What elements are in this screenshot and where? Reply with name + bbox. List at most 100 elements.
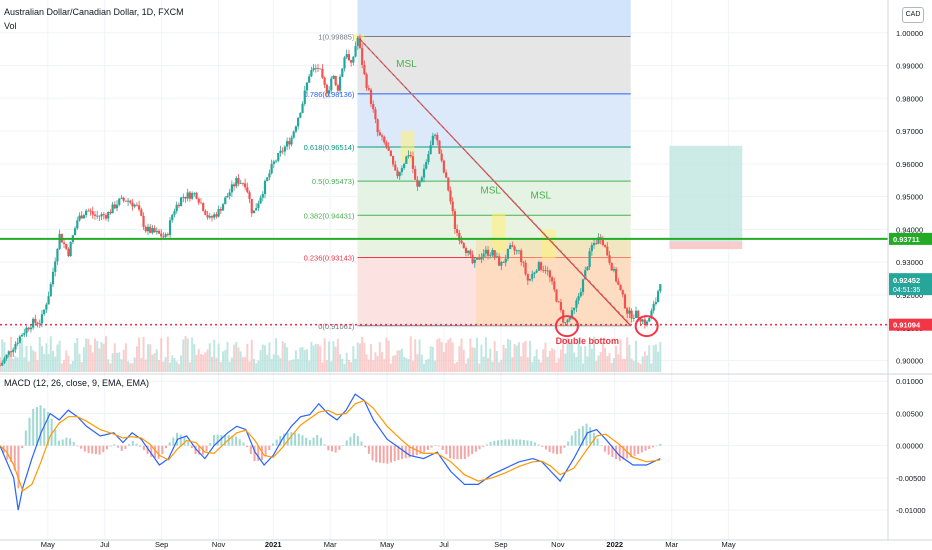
candle-body: [32, 318, 35, 328]
candle-body: [548, 270, 551, 278]
volume-bar: [188, 362, 191, 372]
macd-histogram-bar: [334, 445, 337, 453]
currency-button[interactable]: CAD: [902, 7, 924, 23]
candle-body: [325, 84, 328, 94]
candle-body: [206, 214, 209, 218]
volume-bar: [476, 337, 479, 372]
volume-bar: [76, 337, 79, 372]
volume-bar: [74, 342, 77, 372]
macd-histogram-bar: [463, 445, 466, 460]
macd-histogram-bar: [39, 405, 42, 446]
candle-body: [96, 215, 99, 217]
candle-body: [491, 250, 494, 256]
macd-histogram-bar: [54, 429, 57, 446]
volume-bar: [356, 342, 359, 372]
candle-body: [294, 126, 298, 132]
candle-body: [250, 199, 253, 214]
volume-bar: [113, 343, 116, 372]
dashed-trend-line[interactable]: [357, 36, 632, 325]
volume-bar: [116, 352, 119, 372]
macd-histogram-bar: [578, 428, 581, 446]
bottom-circle[interactable]: [634, 315, 659, 338]
volume-bar: [659, 341, 662, 372]
volume-bar: [478, 363, 481, 372]
candle-body: [467, 250, 470, 253]
macd-histogram-bar: [316, 435, 319, 446]
candle-body: [316, 68, 320, 69]
candle-body: [350, 60, 353, 63]
candle-body: [319, 68, 322, 70]
volume-bar: [438, 338, 441, 372]
price-tick-label: 0.93000: [896, 258, 923, 267]
candle-body: [226, 195, 229, 198]
volume-bar: [244, 357, 247, 372]
volume-bar: [540, 362, 543, 372]
highlight-box[interactable]: [541, 229, 556, 259]
volume-bar: [7, 350, 10, 372]
macd-histogram-bar: [644, 445, 647, 451]
macd-histogram-bar: [382, 445, 385, 464]
volume-bar: [562, 337, 565, 372]
volume-bar: [275, 338, 278, 372]
candle-body: [215, 214, 218, 217]
candle-body: [654, 302, 657, 305]
candle-body: [584, 270, 587, 280]
candle-body: [497, 256, 501, 266]
macd-histogram-bar: [117, 445, 120, 448]
volume-bar: [495, 350, 498, 372]
candle-body: [232, 184, 236, 187]
time-tick-label: Mar: [324, 540, 337, 549]
volume-bar: [166, 336, 169, 372]
candle-body: [204, 210, 207, 215]
macd-histogram-bar: [275, 439, 278, 446]
volume-bar: [65, 350, 68, 372]
candle-body: [199, 202, 203, 204]
candle-body: [122, 197, 125, 201]
candle-body: [433, 134, 437, 136]
volume-bar: [89, 345, 92, 372]
candle-body: [621, 290, 624, 295]
volume-bar: [195, 354, 198, 372]
candle-body: [168, 220, 172, 236]
candle-body: [261, 194, 264, 198]
candle-body: [5, 354, 8, 359]
volume-bar: [233, 344, 236, 372]
candle-body: [652, 304, 655, 311]
candle-body: [502, 262, 505, 263]
macd-histogram-bar: [61, 439, 64, 446]
candle-body: [310, 70, 313, 77]
candle-body: [500, 262, 503, 266]
candle-body: [98, 215, 101, 217]
stop-box[interactable]: [669, 241, 743, 250]
candle-body: [160, 233, 163, 237]
fib-band: [357, 93, 631, 148]
candle-body: [442, 160, 445, 173]
macd-histogram-bar: [294, 432, 297, 446]
volume-bar: [533, 356, 536, 372]
candle-body: [630, 310, 633, 319]
volume-bar: [226, 341, 229, 372]
volume-bar: [279, 358, 282, 372]
candle-body: [1, 362, 4, 366]
bottom-circle[interactable]: [554, 315, 579, 338]
price-candles: [0, 34, 662, 367]
candle-body: [422, 168, 426, 178]
volume-bar: [34, 351, 37, 372]
macd-histogram-bar: [364, 445, 367, 448]
volume-bar: [228, 361, 231, 372]
volume-bar: [654, 344, 657, 372]
drawings[interactable]: MSL MSL MSL Double bottom: [0, 36, 888, 346]
candle-body: [56, 248, 59, 262]
volume-bar: [524, 340, 527, 372]
volume-bar: [392, 355, 395, 372]
macd-histogram-bar: [312, 437, 315, 446]
volume-bar: [1, 339, 4, 372]
highlight-box[interactable]: [491, 213, 506, 253]
target-box[interactable]: [669, 145, 743, 242]
candle-body: [338, 76, 342, 91]
time-tick-label: Sep: [155, 540, 168, 549]
volume-bar: [460, 338, 463, 372]
candle-body: [297, 117, 300, 127]
volume-bar: [118, 352, 121, 372]
